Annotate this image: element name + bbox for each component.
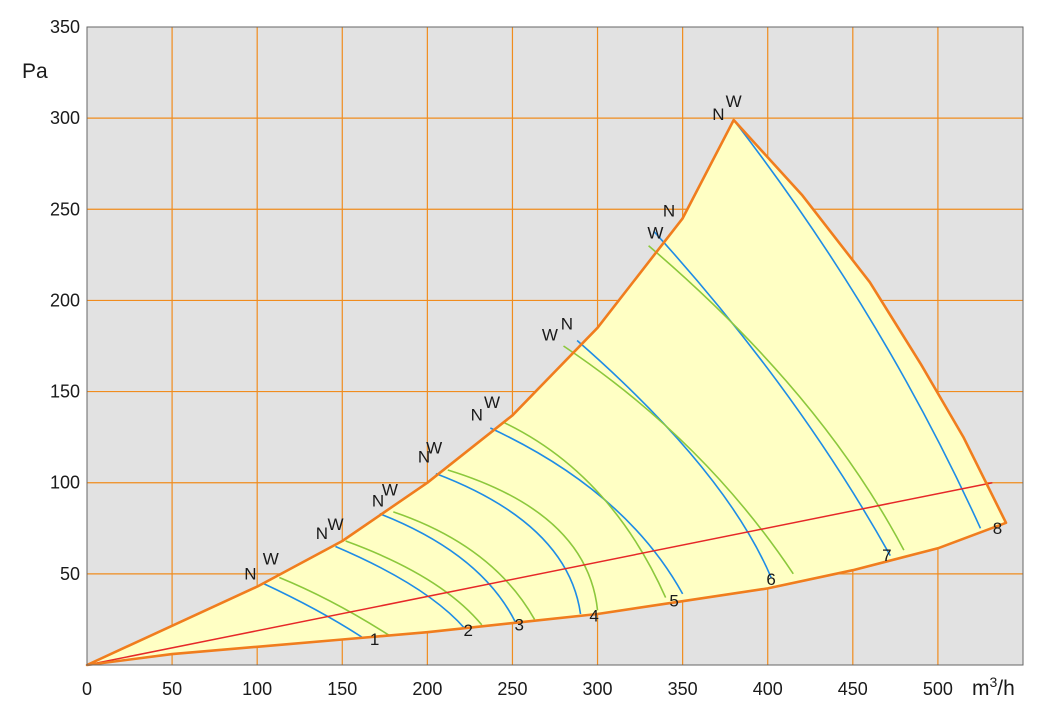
marker-label-W: W: [327, 515, 343, 534]
curve-number-label: 8: [993, 519, 1002, 538]
y-axis-label: Pa: [22, 60, 48, 83]
plot-frame: [86, 26, 1024, 666]
x-tick-label: 250: [497, 679, 527, 699]
x-tick-label: 400: [753, 679, 783, 699]
curve-7-N: [653, 230, 891, 557]
marker-label-N: N: [471, 406, 483, 425]
curve-number-label: 4: [589, 606, 598, 625]
marker-label-N: N: [712, 105, 724, 124]
curve-number-label: 7: [882, 546, 891, 565]
y-tick-labels: 50 100 150 200 250 300 350: [50, 17, 80, 584]
x-tick-label: 150: [327, 679, 357, 699]
curve-number-label: 3: [515, 615, 524, 634]
x-axis-label: m3/h: [972, 674, 1015, 700]
marker-label-N: N: [561, 315, 573, 334]
marker-label-N: N: [244, 564, 256, 583]
curve-4-N: [435, 472, 582, 615]
operating-envelope-border: [85, 118, 1008, 667]
x-tick-labels: 0 50 100 150 200 250 300 350 400 450 500: [82, 679, 953, 699]
marker-label-W: W: [484, 393, 500, 412]
marker-label-N: N: [372, 491, 384, 510]
curve-number-label: 1: [370, 630, 379, 649]
y-tick-label: 250: [50, 199, 80, 219]
curve-number-label: 2: [463, 621, 472, 640]
x-tick-label: 100: [242, 679, 272, 699]
system-characteristic-line: [86, 481, 993, 666]
curve-number-labels: 1 2 3 4 5 6 7 8: [370, 519, 1002, 649]
y-tick-label: 350: [50, 17, 80, 37]
y-tick-label: 200: [50, 290, 80, 310]
y-tick-label: 100: [50, 473, 80, 493]
x-tick-label: 0: [82, 679, 92, 699]
marker-label-W: W: [726, 92, 742, 111]
curve-1-N: [261, 582, 364, 639]
performance-curves: [261, 119, 982, 639]
marker-label-W: W: [647, 223, 663, 242]
x-axis-label-suffix: /h: [997, 677, 1015, 700]
curve-1-W: [279, 576, 391, 637]
curve-3-W: [393, 511, 536, 620]
x-tick-label: 300: [583, 679, 613, 699]
curve-5-W: [503, 421, 667, 598]
y-tick-label: 50: [60, 564, 80, 584]
operating-envelope: [87, 120, 1006, 665]
curve-8-N: [733, 119, 982, 529]
curve-4-W: [447, 469, 599, 611]
curve-number-label: 6: [766, 570, 775, 589]
x-tick-label: 500: [923, 679, 953, 699]
curve-3-N: [379, 512, 517, 624]
curve-6-N: [576, 339, 772, 578]
x-axis-label-base: m: [972, 677, 990, 700]
curve-number-label: 5: [669, 592, 678, 611]
x-tick-label: 350: [668, 679, 698, 699]
marker-label-N: N: [663, 202, 675, 221]
curve-7-W: [648, 245, 905, 551]
x-axis-label-superscript: 3: [990, 674, 998, 690]
marker-label-W: W: [542, 326, 558, 345]
curve-2-N: [335, 545, 466, 630]
y-tick-label: 150: [50, 382, 80, 402]
marker-label-W: W: [382, 480, 398, 499]
curve-6-W: [563, 345, 794, 575]
marker-label-W: W: [263, 550, 279, 569]
curve-2-W: [345, 540, 483, 626]
x-tick-label: 450: [838, 679, 868, 699]
x-tick-label: 200: [412, 679, 442, 699]
marker-label-N: N: [418, 448, 430, 467]
marker-label-N: N: [316, 524, 328, 543]
x-tick-label: 50: [162, 679, 182, 699]
y-tick-label: 300: [50, 108, 80, 128]
marker-label-W: W: [426, 439, 442, 458]
